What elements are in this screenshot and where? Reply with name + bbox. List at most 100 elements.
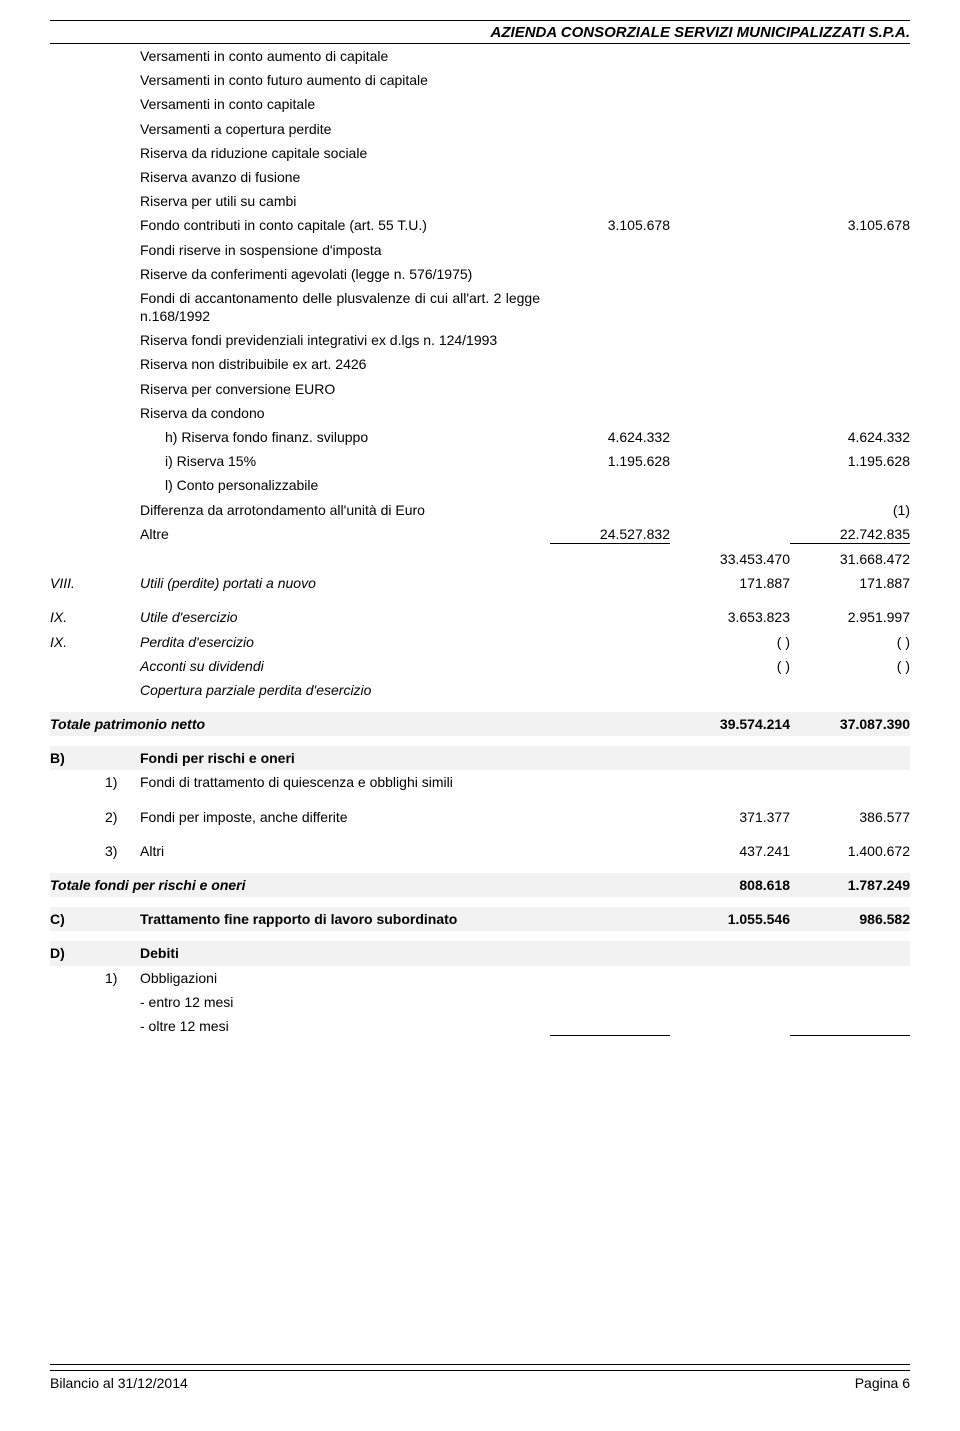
row-totale-patrimonio: Totale patrimonio netto 39.574.214 37.08…	[50, 712, 910, 736]
value: 24.527.832	[550, 525, 670, 544]
label: Fondi di trattamento di quiescenza e obb…	[140, 773, 550, 791]
value: 1.055.546	[670, 910, 790, 928]
value: 1.787.249	[790, 876, 910, 894]
row-subtotal: 33.453.470 31.668.472	[50, 547, 910, 571]
label: Differenza da arrotondamento all'unità d…	[140, 501, 550, 519]
row-l: l) Conto personalizzabile	[50, 473, 910, 497]
value: 171.887	[790, 574, 910, 592]
label: Riserva per utili su cambi	[140, 192, 550, 210]
value: 2.951.997	[790, 608, 910, 626]
num: 1)	[105, 773, 140, 791]
value: ( )	[790, 657, 910, 675]
label: Utili (perdite) portati a nuovo	[140, 574, 550, 592]
value: 986.582	[790, 910, 910, 928]
label: l) Conto personalizzabile	[140, 476, 550, 494]
marker: IX.	[50, 633, 105, 651]
label: Riserva per conversione EURO	[140, 380, 550, 398]
value: 31.668.472	[790, 550, 910, 568]
label: Utile d'esercizio	[140, 608, 550, 626]
label: Fondi per rischi e oneri	[140, 749, 550, 767]
value: 39.574.214	[670, 715, 790, 733]
row-riserve-conferimenti: Riserve da conferimenti agevolati (legge…	[50, 262, 910, 286]
row-versamenti-capitale: Versamenti in conto capitale	[50, 92, 910, 116]
marker: D)	[50, 944, 105, 962]
row-riserva-riduzione: Riserva da riduzione capitale sociale	[50, 141, 910, 165]
marker: IX.	[50, 608, 105, 626]
label: Altri	[140, 842, 550, 860]
num: 3)	[105, 842, 140, 860]
label: Riserva da riduzione capitale sociale	[140, 144, 550, 162]
label: Riserva avanzo di fusione	[140, 168, 550, 186]
row-d1-oltre: - oltre 12 mesi	[50, 1014, 910, 1039]
marker: VIII.	[50, 574, 105, 592]
header-title: AZIENDA CONSORZIALE SERVIZI MUNICIPALIZZ…	[50, 22, 910, 44]
marker: B)	[50, 749, 105, 767]
value: 4.624.332	[790, 428, 910, 446]
row-altre: Altre 24.527.832 22.742.835	[50, 522, 910, 547]
row-riserva-non-distrib: Riserva non distribuibile ex art. 2426	[50, 352, 910, 376]
row-acconti: Acconti su dividendi ( ) ( )	[50, 654, 910, 678]
label: Altre	[140, 525, 550, 543]
value: 3.105.678	[550, 216, 670, 234]
label: Riserva da condono	[140, 404, 550, 422]
value: ( )	[670, 657, 790, 675]
value: 3.105.678	[790, 216, 910, 234]
value: 1.400.672	[790, 842, 910, 860]
marker: C)	[50, 910, 105, 928]
footer-right: Pagina 6	[855, 1375, 910, 1391]
value: 808.618	[670, 876, 790, 894]
label: Fondo contributi in conto capitale (art.…	[140, 216, 550, 234]
value: 1.195.628	[790, 452, 910, 470]
label: Riserva non distribuibile ex art. 2426	[140, 355, 550, 373]
row-fondi-sospensione: Fondi riserve in sospensione d'imposta	[50, 238, 910, 262]
value: ( )	[790, 633, 910, 651]
label: i) Riserva 15%	[140, 452, 550, 470]
row-riserva-condono: Riserva da condono	[50, 401, 910, 425]
blank-underline	[790, 1017, 910, 1036]
label: - entro 12 mesi	[140, 993, 550, 1011]
value: 33.453.470	[670, 550, 790, 568]
row-riserva-euro: Riserva per conversione EURO	[50, 377, 910, 401]
value: 4.624.332	[550, 428, 670, 446]
label: Versamenti in conto futuro aumento di ca…	[140, 71, 550, 89]
num: 2)	[105, 808, 140, 826]
row-ix-perdita: IX. Perdita d'esercizio ( ) ( )	[50, 630, 910, 654]
row-riserva-previdenziali: Riserva fondi previdenziali integrativi …	[50, 328, 910, 352]
row-totale-fondi: Totale fondi per rischi e oneri 808.618 …	[50, 873, 910, 897]
row-viii: VIII. Utili (perdite) portati a nuovo 17…	[50, 571, 910, 595]
label: Debiti	[140, 944, 550, 962]
row-b3: 3) Altri 437.241 1.400.672	[50, 839, 910, 863]
row-ix-utile: IX. Utile d'esercizio 3.653.823 2.951.99…	[50, 605, 910, 629]
label: Acconti su dividendi	[140, 657, 550, 675]
value: 386.577	[790, 808, 910, 826]
value: 3.653.823	[670, 608, 790, 626]
value: ( )	[670, 633, 790, 651]
label: Trattamento fine rapporto di lavoro subo…	[140, 910, 550, 928]
label: Copertura parziale perdita d'esercizio	[140, 681, 550, 699]
blank-underline	[550, 1017, 670, 1036]
row-h: h) Riserva fondo finanz. sviluppo 4.624.…	[50, 425, 910, 449]
label: Totale fondi per rischi e oneri	[50, 876, 550, 894]
label: Fondi di accantonamento delle plusvalenz…	[140, 289, 550, 325]
row-d1: 1) Obbligazioni	[50, 966, 910, 990]
row-section-d: D) Debiti	[50, 941, 910, 965]
value: (1)	[790, 501, 910, 519]
value: 171.887	[670, 574, 790, 592]
row-versamenti-aumento: Versamenti in conto aumento di capitale	[50, 44, 910, 68]
label: h) Riserva fondo finanz. sviluppo	[140, 428, 550, 446]
footer-left: Bilancio al 31/12/2014	[50, 1375, 188, 1391]
label: Riserva fondi previdenziali integrativi …	[140, 331, 550, 349]
row-riserva-avanzo: Riserva avanzo di fusione	[50, 165, 910, 189]
label: Totale patrimonio netto	[50, 715, 550, 733]
row-versamenti-copertura: Versamenti a copertura perdite	[50, 117, 910, 141]
value: 22.742.835	[790, 525, 910, 544]
row-diff-arrotond: Differenza da arrotondamento all'unità d…	[50, 498, 910, 522]
row-riserva-utili-cambi: Riserva per utili su cambi	[50, 189, 910, 213]
label: Fondi per imposte, anche differite	[140, 808, 550, 826]
value: 437.241	[670, 842, 790, 860]
label: Versamenti a copertura perdite	[140, 120, 550, 138]
value: 1.195.628	[550, 452, 670, 470]
row-section-b: B) Fondi per rischi e oneri	[50, 746, 910, 770]
footer: Bilancio al 31/12/2014 Pagina 6	[50, 1364, 910, 1391]
row-b2: 2) Fondi per imposte, anche differite 37…	[50, 805, 910, 829]
